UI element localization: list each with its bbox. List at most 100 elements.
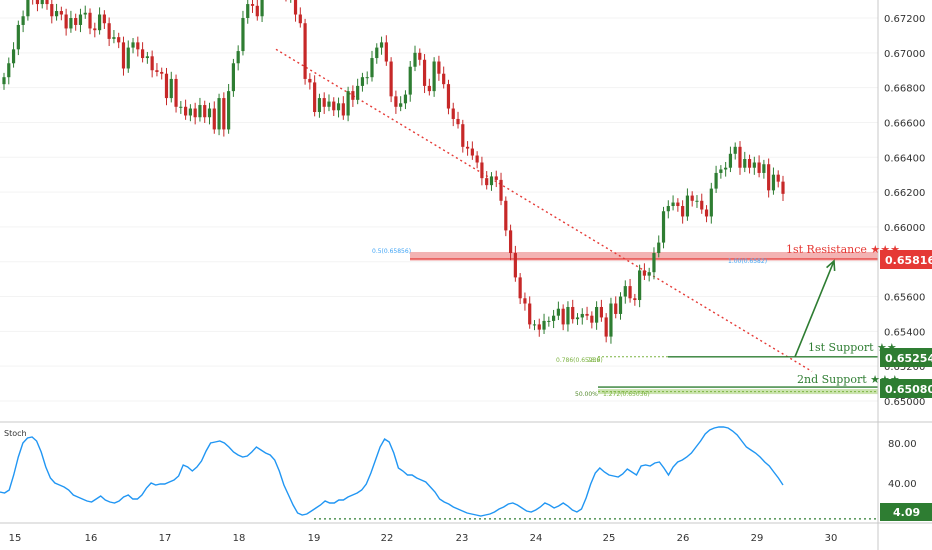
date-tick-label: 24 [530, 533, 543, 544]
candle-body [317, 98, 322, 113]
candle-body [728, 153, 733, 168]
candle-body [580, 313, 584, 318]
date-tick-label: 16 [85, 533, 98, 544]
candle-body [676, 202, 680, 207]
candle-body [590, 315, 594, 323]
candle-body [250, 4, 255, 6]
candle-body [40, 0, 44, 5]
date-tick-label: 26 [677, 533, 690, 544]
candle-body [470, 148, 474, 156]
candle-body [26, 0, 30, 17]
candle-body [136, 42, 140, 50]
candle-body [188, 108, 192, 116]
candle-body [465, 146, 470, 149]
price-grid [0, 17, 878, 402]
candle-body [260, 0, 264, 17]
date-tick-label: 18 [233, 533, 246, 544]
stoch-value-tag [880, 503, 932, 521]
candle-body [762, 164, 766, 173]
candle-body [102, 14, 106, 24]
candle-body [695, 200, 699, 202]
support2-label: 2nd Support ★★★ [797, 373, 900, 386]
candle-body [781, 181, 785, 194]
resistance-tag [880, 250, 932, 269]
candle-body [375, 47, 379, 59]
candle-body [552, 315, 556, 321]
candle-body [293, 0, 298, 15]
fib-1.00-label: 1.00(0.6582) [728, 258, 767, 265]
candle-body [217, 98, 221, 130]
candle-body [308, 78, 312, 83]
candle-body [93, 28, 97, 31]
candle-body [332, 101, 336, 111]
price-tick-label: 0.67200 [884, 14, 925, 25]
candle-body [336, 103, 341, 111]
candle-body [614, 303, 618, 314]
candle-body [83, 12, 87, 15]
fib-78.6-label: 78.6 [587, 357, 601, 364]
candle-body [164, 73, 169, 99]
resistance-zone [410, 251, 878, 261]
candle-body [222, 98, 226, 130]
candle-body [59, 11, 63, 15]
price-tick-label: 0.65400 [884, 327, 925, 338]
candle-body [389, 61, 393, 97]
candle-body [2, 77, 6, 85]
candle-body [585, 313, 589, 316]
candle-body [169, 78, 173, 99]
candle-body [752, 162, 756, 168]
support1-label: 1st Support ★★ [808, 341, 897, 354]
candle-body [303, 23, 307, 79]
candle-body [203, 105, 207, 118]
date-tick-label: 15 [9, 533, 22, 544]
annotations: 0.5(0.65856) 0.786(0.65239) 78.6 50.00% … [372, 243, 932, 521]
candle-body [360, 77, 365, 86]
candle-body [747, 159, 752, 168]
stoch-axis: 80.00 40.00 [888, 439, 917, 490]
candle-body [633, 298, 637, 301]
candle-body [341, 103, 345, 116]
candle-body [542, 320, 546, 330]
price-tick-label: 0.66200 [884, 188, 925, 199]
candle-body [704, 209, 709, 217]
support-levels [598, 356, 878, 395]
candle-body [523, 298, 527, 304]
candle-body [666, 206, 670, 212]
candle-body [155, 70, 159, 72]
candle-body [508, 230, 513, 254]
candle-body [499, 179, 503, 201]
price-tick-label: 0.67000 [884, 49, 925, 60]
candle-body [437, 61, 441, 74]
candle-body [661, 211, 666, 243]
date-tick-label: 23 [456, 533, 469, 544]
projection-arrow [794, 259, 836, 358]
candle-body [489, 176, 494, 186]
candle-body [174, 78, 178, 107]
candle-body [767, 164, 771, 191]
price-tick-label: 0.65000 [884, 397, 925, 408]
fib-1.272-label: 1.272(0.65036) [603, 391, 650, 398]
candle-body [64, 14, 68, 29]
candle-body [394, 96, 398, 107]
candle-body [160, 71, 164, 74]
fib-0.5-label: 0.5(0.65856) [372, 248, 411, 255]
resistance-band [410, 251, 878, 261]
date-tick-label: 22 [381, 533, 394, 544]
candle-body [227, 91, 231, 130]
candle-body [399, 103, 403, 107]
candle-body [322, 98, 326, 107]
candle-body [604, 317, 608, 337]
candle-body [184, 106, 188, 116]
candle-body [193, 108, 197, 118]
downtrend-line [275, 48, 813, 373]
candle-body [97, 14, 102, 31]
candle-body [685, 195, 690, 217]
candle-body [647, 272, 651, 276]
candle-body [422, 59, 427, 86]
resistance-label: 1st Resistance ★★★ [786, 243, 900, 256]
support1-tag [880, 348, 932, 367]
candle-body [700, 200, 704, 210]
price-tick-label: 0.66000 [884, 223, 925, 234]
stoch-tick-label: 40.00 [888, 479, 917, 490]
